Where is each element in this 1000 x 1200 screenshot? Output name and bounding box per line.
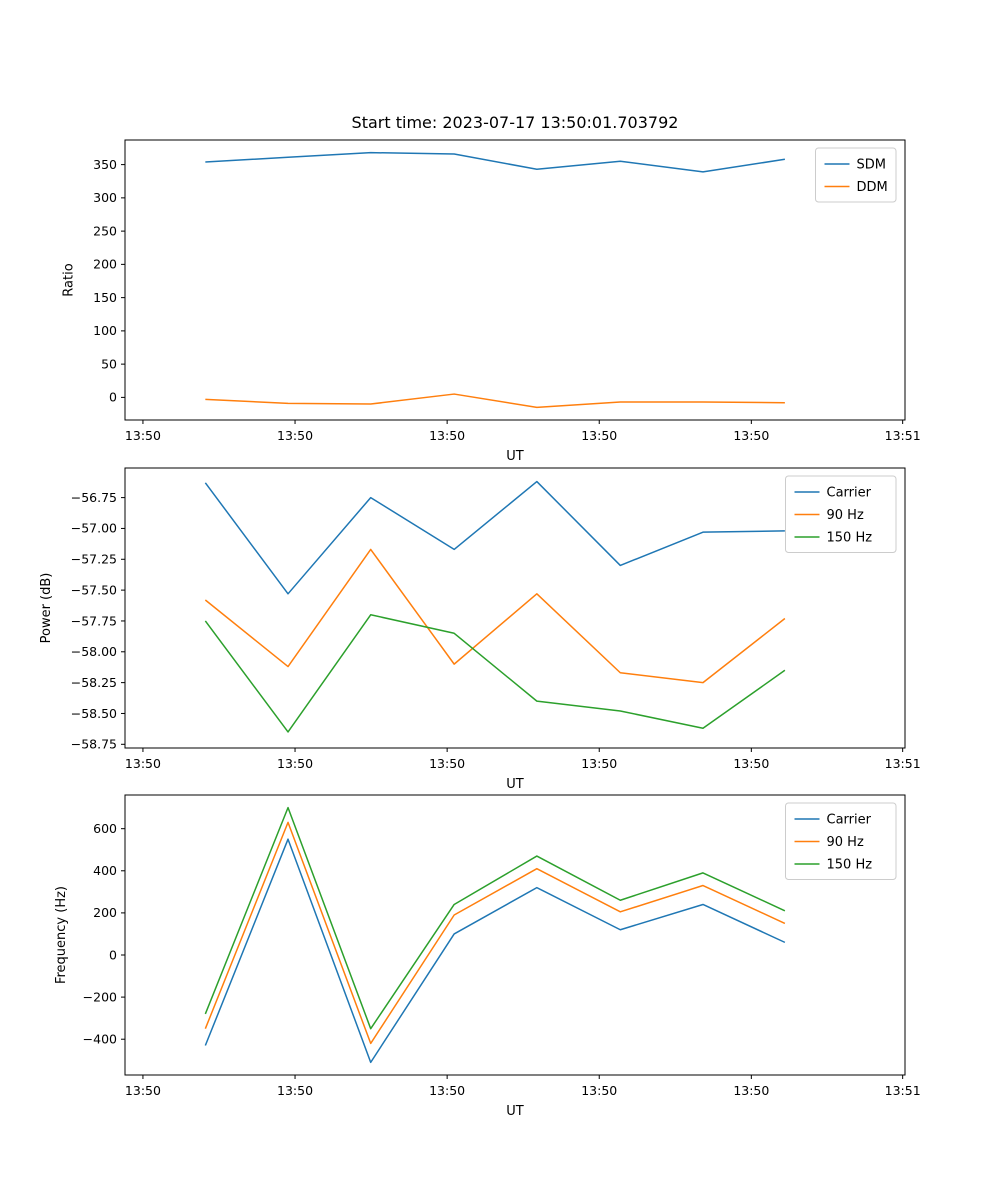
x-tick-label: 13:50	[429, 756, 465, 771]
y-tick-label: −400	[83, 1032, 117, 1047]
x-tick-label: 13:50	[277, 1083, 313, 1098]
legend-label: SDM	[857, 157, 886, 172]
x-tick-label: 13:50	[581, 756, 617, 771]
y-tick-label: 100	[93, 323, 117, 338]
y-tick-label: 200	[93, 905, 117, 920]
x-tick-label: 13:51	[885, 428, 921, 443]
x-tick-label: 13:50	[277, 428, 313, 443]
x-tick-label: 13:50	[125, 1083, 161, 1098]
y-tick-label: 300	[93, 190, 117, 205]
series-line-carrier	[204, 838, 786, 1064]
y-tick-label: −58.00	[71, 644, 117, 659]
y-tick-label: 50	[101, 356, 117, 371]
y-tick-label: −58.75	[71, 737, 117, 752]
x-tick-label: 13:50	[733, 1083, 769, 1098]
x-axis-label: UT	[506, 1104, 524, 1119]
x-axis-label: UT	[506, 777, 524, 792]
y-tick-label: −57.00	[71, 521, 117, 536]
legend-label: Carrier	[827, 812, 872, 827]
x-tick-label: 13:50	[125, 428, 161, 443]
y-axis-label: Power (dB)	[39, 573, 54, 644]
x-tick-label: 13:51	[885, 1083, 921, 1098]
y-axis-label: Frequency (Hz)	[54, 886, 69, 984]
legend-box	[815, 147, 897, 203]
legend-label: 150 Hz	[827, 857, 873, 872]
plot-border	[124, 139, 906, 421]
y-tick-label: −57.75	[71, 613, 117, 628]
series-line-150-hz	[204, 806, 786, 1030]
y-tick-label: −58.50	[71, 706, 117, 721]
legend-label: Carrier	[827, 485, 872, 500]
y-tick-label: 200	[93, 257, 117, 272]
y-tick-label: −58.25	[71, 675, 117, 690]
x-tick-label: 13:50	[277, 756, 313, 771]
legend-box	[785, 475, 897, 553]
legend: SDM DDM	[815, 147, 897, 203]
x-tick-label: 13:50	[429, 428, 465, 443]
y-tick-label: 0	[109, 390, 117, 405]
legend-label: 150 Hz	[827, 530, 873, 545]
y-tick-label: −56.75	[71, 490, 117, 505]
x-tick-label: 13:51	[885, 756, 921, 771]
legend-label: 90 Hz	[827, 508, 864, 523]
x-axis-label: UT	[506, 449, 524, 464]
x-tick-label: 13:50	[733, 428, 769, 443]
x-tick-label: 13:50	[429, 1083, 465, 1098]
y-tick-label: −57.25	[71, 552, 117, 567]
figure-title: Start time: 2023-07-17 13:50:01.703792	[351, 113, 679, 132]
series-line-150-hz	[204, 614, 786, 733]
legend-label: DDM	[857, 180, 888, 195]
legend-label: 90 Hz	[827, 835, 864, 850]
series-line-90-hz	[204, 821, 786, 1045]
y-tick-label: 600	[93, 821, 117, 836]
legend: Carrier 90 Hz 150 Hz	[785, 802, 897, 880]
y-axis-label: Ratio	[62, 263, 77, 296]
x-tick-label: 13:50	[581, 1083, 617, 1098]
legend: Carrier 90 Hz 150 Hz	[785, 475, 897, 553]
x-tick-label: 13:50	[733, 756, 769, 771]
series-line-carrier	[204, 480, 785, 595]
legend-box	[785, 802, 897, 880]
y-tick-label: 150	[93, 290, 117, 305]
series-line-sdm	[205, 151, 785, 173]
y-tick-label: −200	[83, 989, 117, 1004]
series-line-90-hz	[204, 548, 786, 684]
y-tick-label: 250	[93, 223, 117, 238]
plot-border	[124, 467, 906, 749]
x-tick-label: 13:50	[125, 756, 161, 771]
y-tick-label: 0	[109, 947, 117, 962]
y-tick-label: 350	[93, 157, 117, 172]
series-line-ddm	[205, 393, 785, 409]
y-tick-label: 400	[93, 863, 117, 878]
plot-border	[124, 794, 906, 1076]
x-tick-label: 13:50	[581, 428, 617, 443]
y-tick-label: −57.50	[71, 582, 117, 597]
